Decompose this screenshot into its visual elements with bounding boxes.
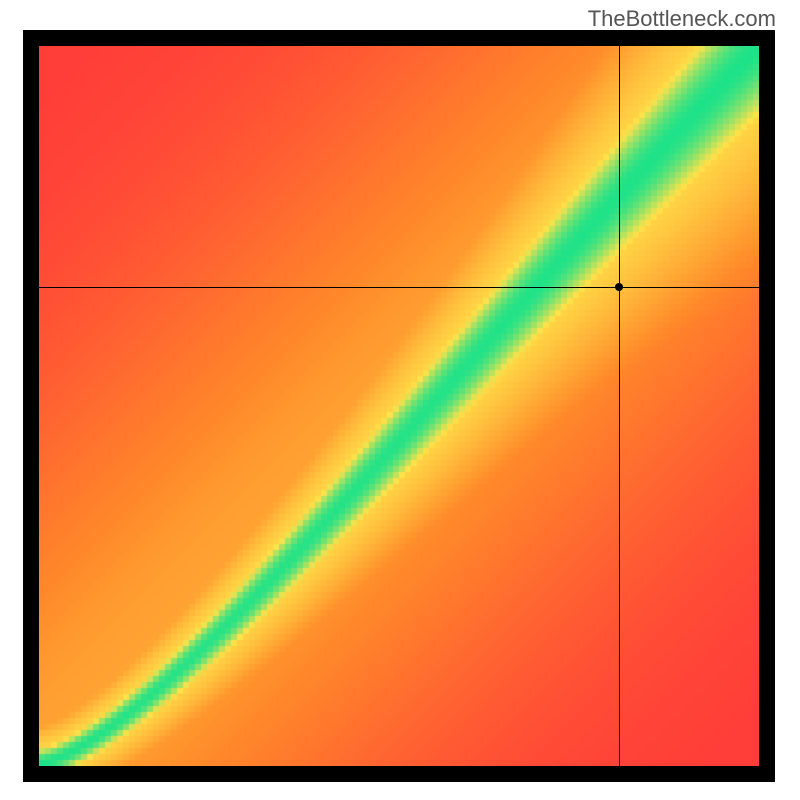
chart-container: TheBottleneck.com: [0, 0, 800, 800]
crosshair-marker: [615, 283, 623, 291]
crosshair-vertical: [619, 46, 620, 766]
crosshair-horizontal: [39, 287, 759, 288]
heatmap-canvas: [39, 46, 759, 766]
watermark-text: TheBottleneck.com: [588, 6, 776, 32]
chart-frame: [23, 30, 775, 782]
